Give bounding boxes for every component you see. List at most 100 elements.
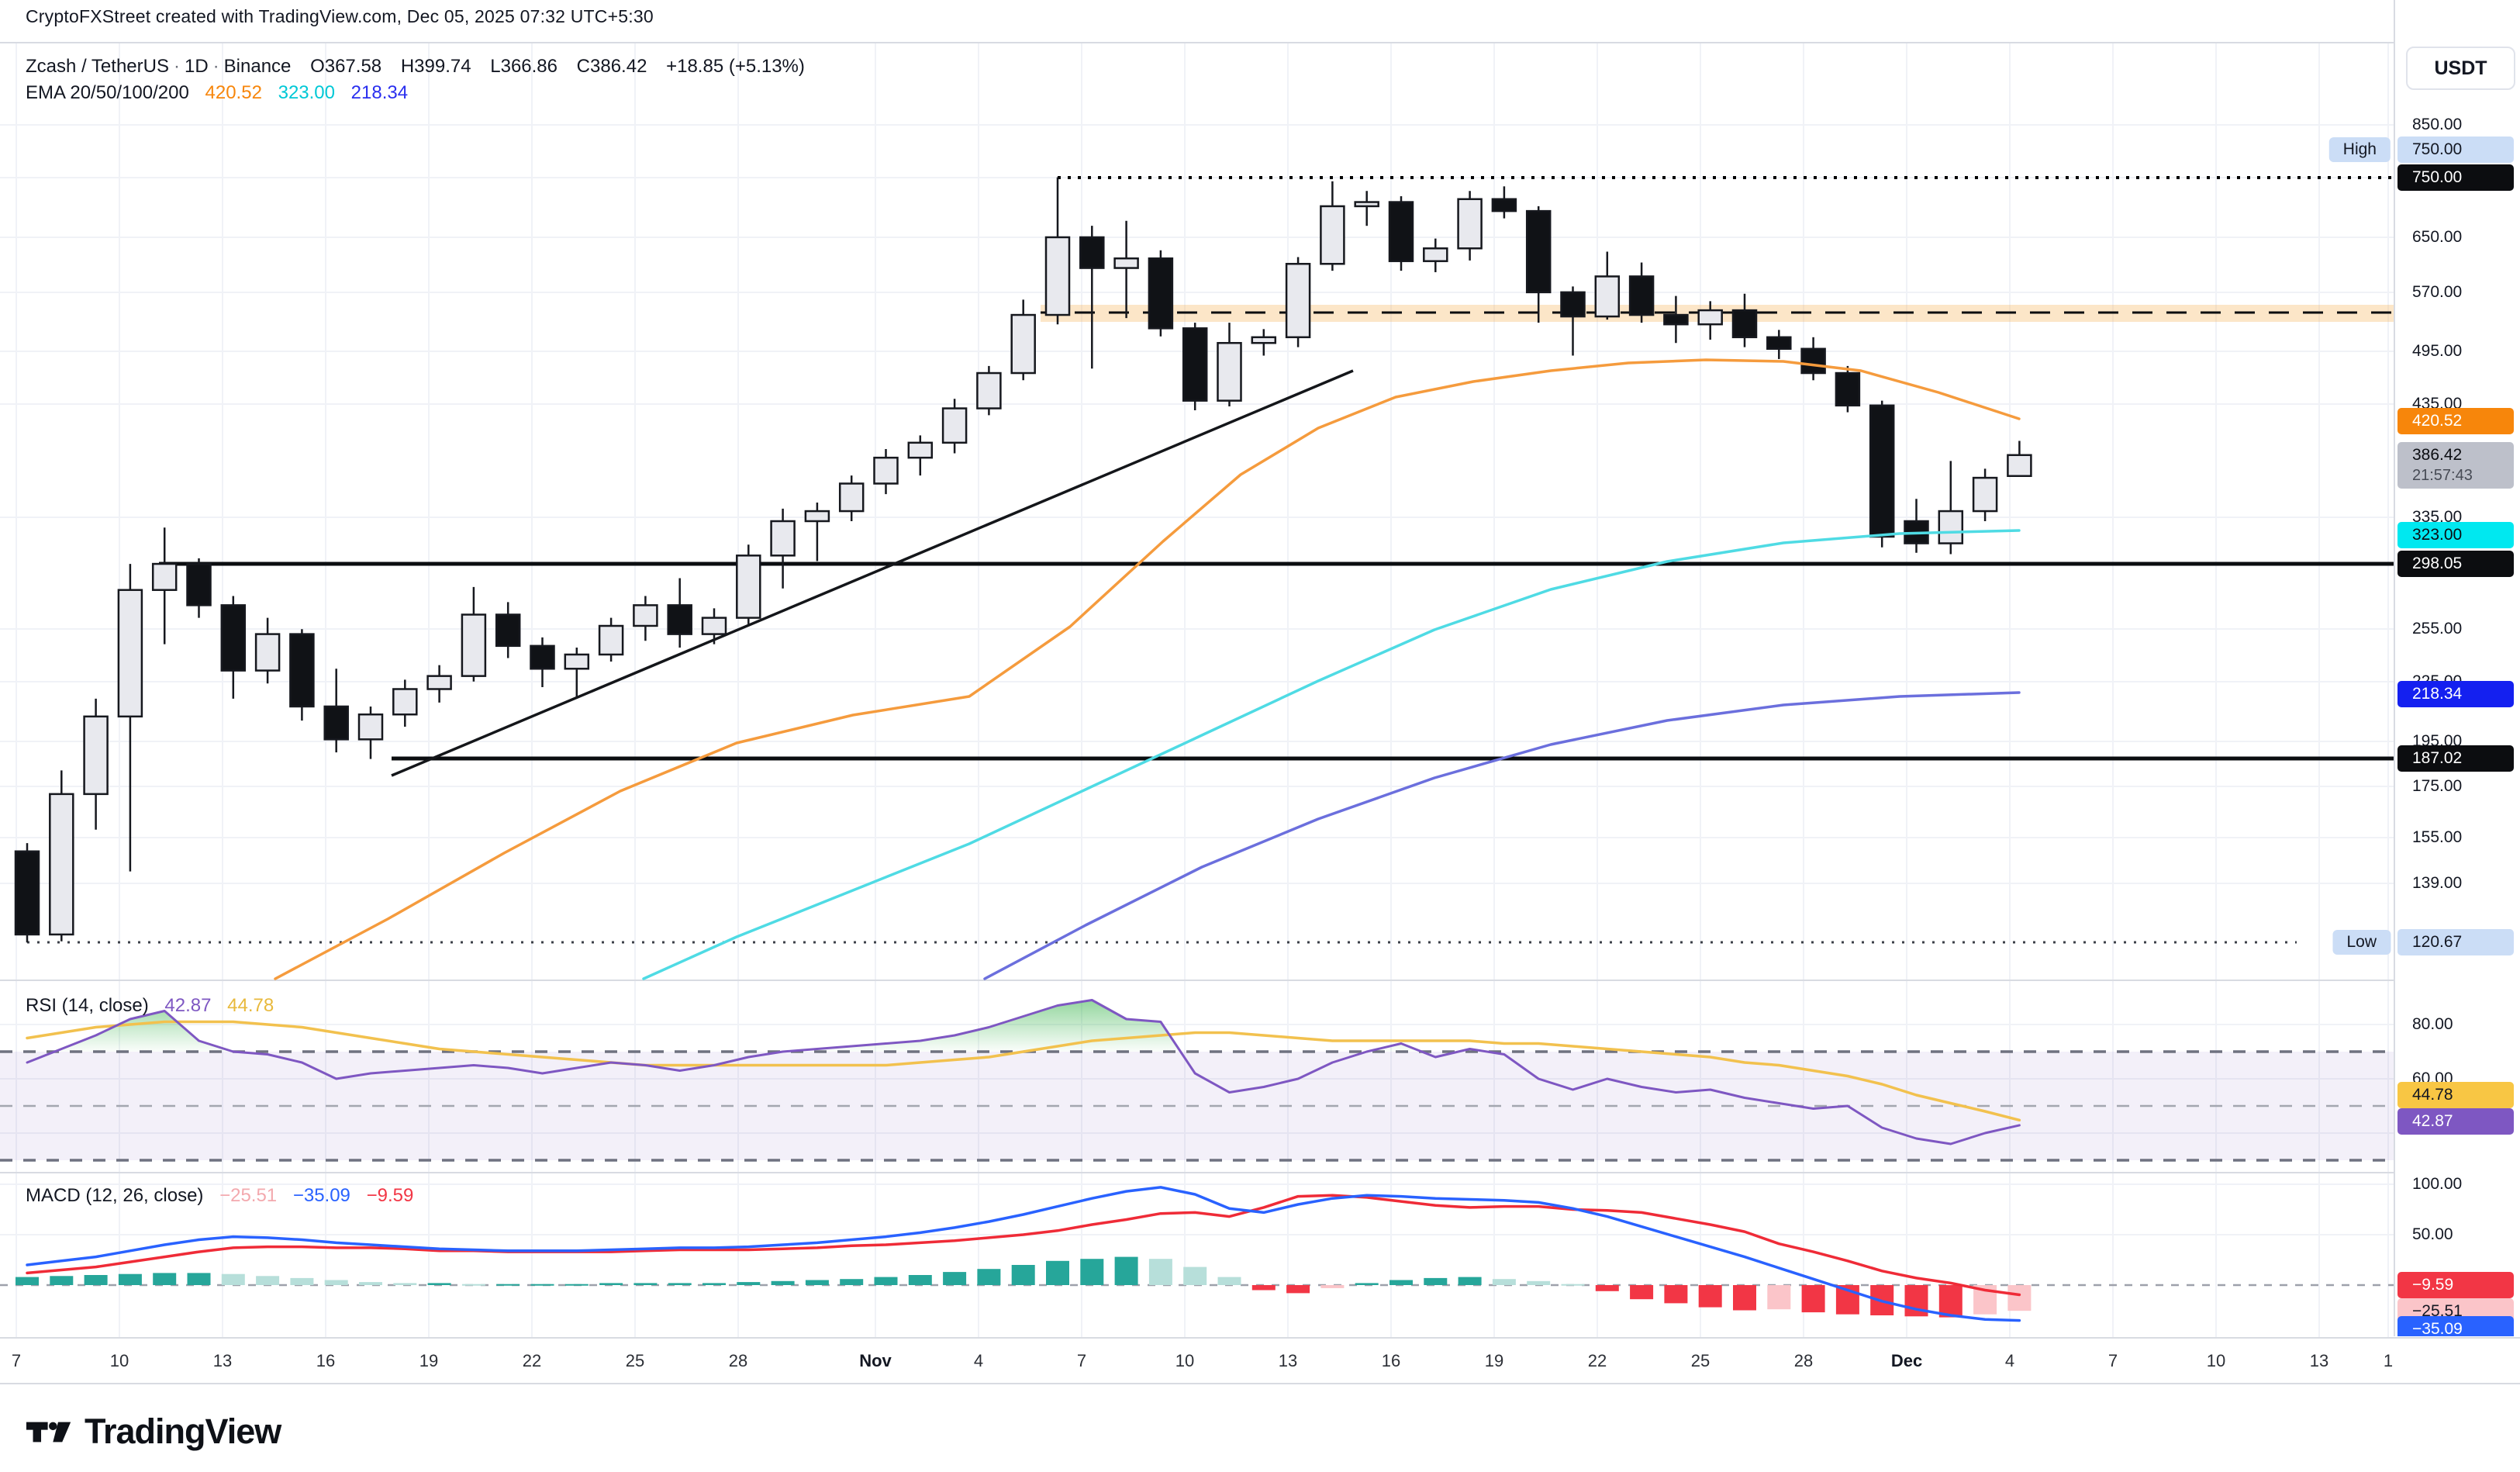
macd-histogram-bar (1320, 1285, 1345, 1288)
symbol-title[interactable]: Zcash / TetherUS (26, 56, 169, 77)
time-axis[interactable]: 7 10 13 16 19 22 25 28 Nov 4 7 10 13 16 19 22 25 28 Dec 4 7 1… (0, 1337, 2520, 1384)
ema-label[interactable]: EMA 20/50/100/200 (26, 82, 189, 103)
ohlc-low-value: 366.86 (500, 56, 558, 77)
candle-body (701, 617, 727, 635)
macd-histogram-bar (1148, 1259, 1172, 1285)
macd-histogram-bar (1458, 1277, 1482, 1285)
candle-body (1182, 327, 1208, 402)
candle-body (1491, 198, 1517, 213)
ema-legend: EMA 20/50/100/200 420.52 323.00 218.34 (26, 82, 419, 104)
macd-histogram-bar (1561, 1284, 1585, 1286)
rsi-overbought-fill (1366, 1043, 1422, 1052)
candle-body (254, 633, 281, 672)
candle-body (117, 589, 143, 718)
candle-body (392, 688, 418, 716)
candle-body (2007, 454, 2032, 478)
price-badge: 120.67 (2397, 929, 2514, 955)
separator-dot: · (173, 56, 180, 77)
macd-histogram-bar (324, 1280, 348, 1285)
candle-body (941, 407, 968, 444)
high-label-chip: High (2328, 137, 2391, 162)
rsi-overbought-fill (782, 1000, 1181, 1052)
macd-histogram-bar (737, 1282, 761, 1285)
ema20-value: 420.52 (205, 82, 262, 103)
macd-histogram-bar (1492, 1279, 1516, 1285)
macd-histogram-bar (290, 1277, 314, 1285)
currency-toggle-button[interactable]: USDT (2406, 47, 2515, 90)
price-tick: 850.00 (2412, 116, 2463, 133)
macd-histogram-bar (1527, 1280, 1551, 1285)
time-label: 13 (2309, 1350, 2329, 1370)
macd-histogram-bar (1183, 1266, 1207, 1285)
candle-body (357, 713, 384, 741)
macd-histogram-bar (1767, 1285, 1791, 1310)
price-tick: 495.00 (2412, 342, 2463, 360)
candle-body (83, 715, 109, 796)
candle-body (1938, 510, 1964, 544)
ohlc-high-label: H (400, 56, 415, 77)
candle-body (1972, 476, 1998, 513)
candle-body (426, 675, 452, 690)
rsi-tick: 80.00 (2412, 1015, 2453, 1033)
time-label: 7 (11, 1350, 22, 1370)
macd-histogram-bar (393, 1283, 417, 1285)
rsi-badge: 44.78 (2397, 1082, 2514, 1108)
time-label: 10 (2206, 1350, 2226, 1370)
ohlc-low-label: L (490, 56, 501, 77)
rsi-pane[interactable] (0, 980, 2394, 1173)
macd-histogram-bar (461, 1284, 485, 1286)
macd-histogram-bar (1938, 1285, 1962, 1318)
macd-histogram-bar (256, 1276, 280, 1285)
price-badge: 750.00 (2397, 164, 2514, 191)
price-tick: 155.00 (2412, 828, 2463, 846)
candle-body (220, 604, 247, 672)
tradingview-logo[interactable]: TradingView (26, 1410, 281, 1453)
time-label: 7 (1076, 1350, 1087, 1370)
macd-histogram-bar (702, 1283, 726, 1285)
macd-histogram-bar (1733, 1285, 1756, 1311)
macd-signal-line (26, 1194, 2021, 1297)
macd-histogram-bar (1664, 1285, 1688, 1304)
macd-histogram-bar (943, 1272, 967, 1285)
macd-title[interactable]: MACD (12, 26, close) (26, 1185, 204, 1206)
candle-body (151, 562, 178, 591)
macd-histogram-bar (1389, 1280, 1413, 1285)
time-label: Nov (859, 1350, 892, 1370)
credit-line: CryptoFXStreet created with TradingView.… (26, 6, 654, 26)
macd-histogram-bar (187, 1273, 211, 1285)
macd-histogram-bar (427, 1283, 451, 1285)
macd-histogram-bar (16, 1277, 39, 1285)
candle-body (1217, 341, 1242, 402)
ema100-line (983, 691, 2021, 980)
candle-body (1560, 291, 1586, 318)
tradingview-logo-icon (26, 1422, 71, 1443)
price-axis[interactable]: 850.00750.00650.00570.00495.00435.00335.… (2394, 0, 2520, 1336)
price-pane[interactable] (0, 43, 2394, 980)
time-label: Dec (1890, 1350, 1923, 1370)
candle-body (1010, 313, 1036, 375)
price-tick: 570.00 (2412, 283, 2463, 301)
low-label-chip: Low (2332, 930, 2391, 955)
rsi-title[interactable]: RSI (14, close) (26, 995, 149, 1016)
candle-body (804, 510, 830, 523)
candle-body (1113, 257, 1139, 269)
timeframe[interactable]: 1D (184, 56, 209, 77)
price-badge: 750.00 (2397, 136, 2514, 163)
macd-signal-value: −9.59 (366, 1185, 414, 1206)
macd-histogram-bar (633, 1283, 658, 1285)
rsi-badge: 42.87 (2397, 1108, 2514, 1135)
candle-body (1285, 262, 1311, 339)
price-tick: 650.00 (2412, 228, 2463, 246)
candle-body (1766, 336, 1792, 351)
macd-histogram-bar (1355, 1283, 1379, 1285)
macd-histogram-bar (221, 1273, 245, 1285)
ohlc-high-value: 399.74 (414, 56, 471, 77)
ohlc-close-label: C (576, 56, 591, 77)
candle-body (667, 604, 692, 635)
time-label: 10 (1175, 1350, 1195, 1370)
time-label: 10 (109, 1350, 129, 1370)
ema100-value: 218.34 (350, 82, 409, 103)
candle-body (1697, 309, 1723, 326)
tradingview-logo-text: TradingView (85, 1412, 281, 1451)
time-label: 25 (625, 1350, 645, 1370)
